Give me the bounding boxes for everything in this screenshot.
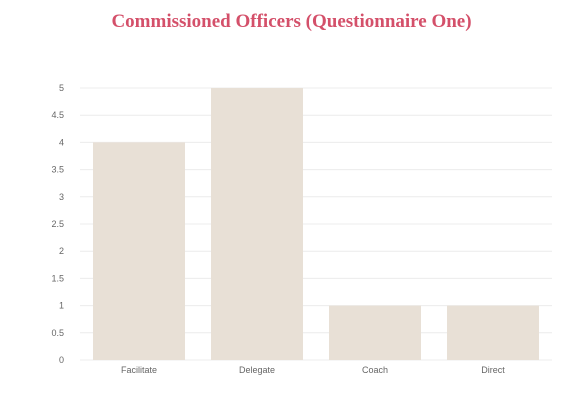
x-axis-ticks: Facilitate Delegate Coach Direct [121,365,505,375]
y-tick-label: 2 [59,246,64,256]
bar-facilitate [93,142,185,360]
chart-title: Commissioned Officers (Questionnaire One… [111,11,472,32]
y-tick-label: 0.5 [51,328,64,338]
y-tick-label: 5 [59,83,64,93]
x-tick-label: Delegate [239,365,275,375]
y-tick-label: 3.5 [51,165,64,175]
y-tick-label: 4 [59,137,64,147]
x-tick-label: Coach [362,365,388,375]
y-tick-label: 2.5 [51,219,64,229]
y-tick-label: 1.5 [51,273,64,283]
x-tick-label: Facilitate [121,365,157,375]
bar-direct [447,305,539,360]
y-tick-label: 3 [59,192,64,202]
y-tick-label: 0 [59,355,64,365]
bar-coach [329,305,421,360]
bar-delegate [211,88,303,360]
y-axis-ticks: 0 0.5 1 1.5 2 2.5 3 3.5 4 4.5 5 [51,83,64,365]
bars [93,88,539,360]
y-tick-label: 1 [59,301,64,311]
y-tick-label: 4.5 [51,110,64,120]
x-tick-label: Direct [481,365,505,375]
